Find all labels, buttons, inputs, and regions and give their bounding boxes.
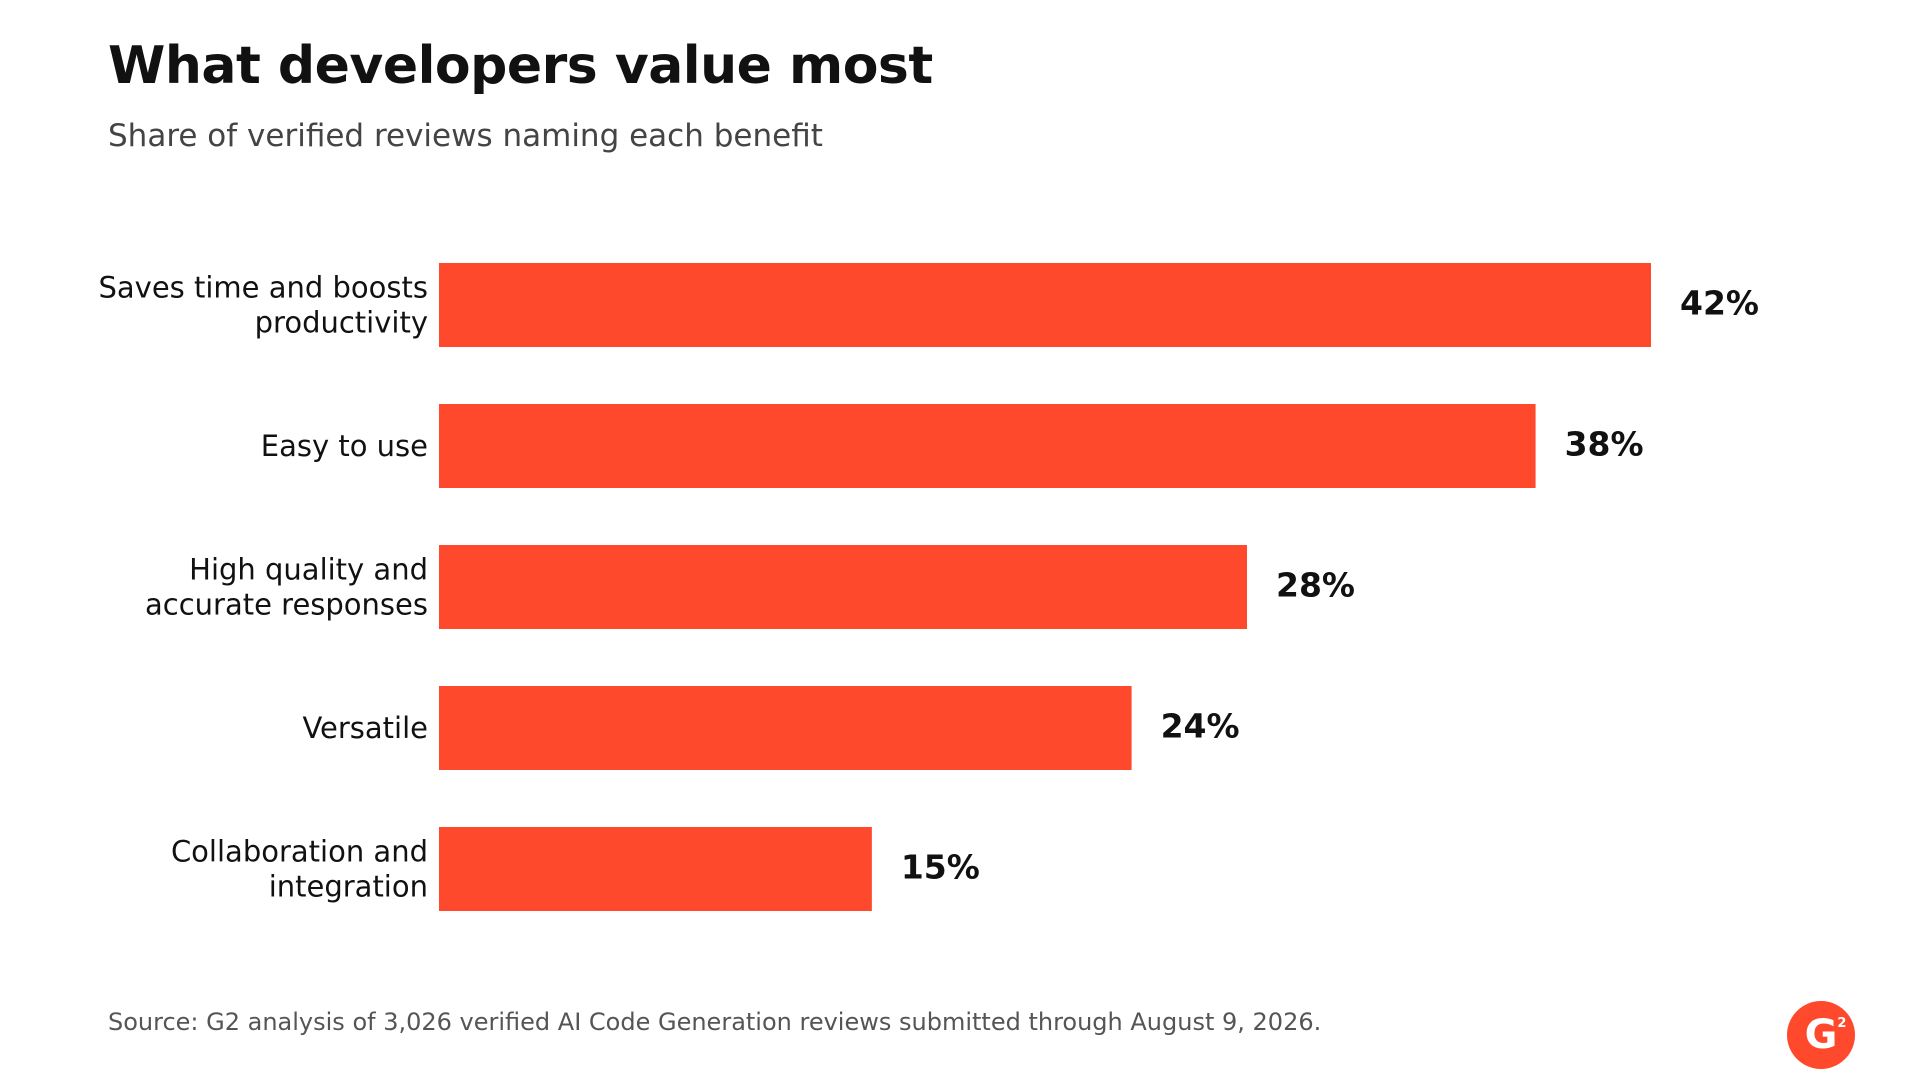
- source-note: Source: G2 analysis of 3,026 verified AI…: [108, 1008, 1322, 1036]
- value-label: 42%: [1680, 284, 1759, 323]
- value-label: 24%: [1161, 707, 1240, 746]
- g2-logo-superscript: 2: [1837, 1016, 1847, 1031]
- category-label: Saves time and boosts productivity: [98, 271, 428, 340]
- chart-title: What developers value most: [108, 36, 933, 96]
- bar: [439, 827, 872, 911]
- bar-chart: Saves time and boosts productivity 42% Easy…: [98, 263, 1759, 911]
- category-label: Versatile: [302, 711, 428, 745]
- category-label: Easy to use: [261, 429, 428, 463]
- bar: [439, 404, 1536, 488]
- category-label: High quality and accurate responses: [145, 553, 428, 622]
- value-label: 38%: [1565, 425, 1644, 464]
- category-label: Collaboration and integration: [171, 835, 428, 904]
- bar: [439, 686, 1132, 770]
- value-label: 28%: [1276, 566, 1355, 605]
- chart-subtitle: Share of verified reviews naming each be…: [108, 118, 823, 154]
- value-label: 15%: [901, 848, 980, 887]
- bar: [439, 263, 1651, 347]
- bar: [439, 545, 1247, 629]
